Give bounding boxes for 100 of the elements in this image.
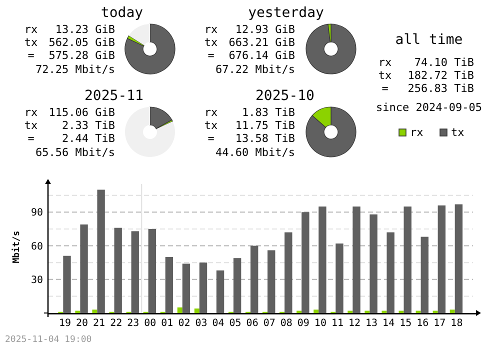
text: 182.72 TiB bbox=[408, 69, 474, 82]
x-tick-label: 22 bbox=[110, 318, 122, 329]
text: 74.10 TiB bbox=[414, 56, 474, 69]
text: 44.60 Mbit/s bbox=[216, 146, 295, 159]
chart-title: today bbox=[100, 5, 144, 21]
text: rx bbox=[24, 106, 38, 119]
text: = bbox=[28, 132, 35, 145]
bar bbox=[370, 214, 378, 313]
y-tick-label: 30 bbox=[30, 274, 43, 286]
x-tick-label: 18 bbox=[450, 318, 463, 329]
donut-slice bbox=[306, 24, 356, 74]
text: rx bbox=[204, 23, 218, 36]
bar bbox=[80, 224, 88, 313]
text: 256.83 TiB bbox=[408, 82, 474, 95]
bar bbox=[182, 264, 190, 313]
text: all time bbox=[395, 32, 463, 48]
bar bbox=[420, 236, 428, 313]
bar bbox=[302, 212, 310, 313]
bar bbox=[284, 232, 292, 313]
x-tick-label: 15 bbox=[400, 318, 412, 329]
donut-slice bbox=[150, 106, 172, 129]
text: tx bbox=[378, 69, 392, 82]
text: 115.06 GiB bbox=[48, 106, 116, 119]
donut-slice bbox=[127, 35, 144, 46]
x-tick-label: 19 bbox=[58, 318, 72, 329]
bar bbox=[268, 250, 276, 313]
x-tick-label: 00 bbox=[144, 318, 156, 329]
text: tx bbox=[204, 119, 218, 132]
text: 575.28 GiB bbox=[48, 49, 116, 62]
x-tick-label: 05 bbox=[229, 318, 242, 329]
x-tick-label: 01 bbox=[161, 318, 174, 329]
text: tx bbox=[204, 36, 218, 49]
text: since 2024-09-05 bbox=[376, 101, 482, 114]
bar bbox=[63, 256, 71, 313]
bar bbox=[199, 262, 208, 313]
bar bbox=[165, 256, 174, 313]
text: 12.93 GiB bbox=[235, 23, 296, 36]
x-tick-label: 21 bbox=[93, 318, 106, 329]
bar bbox=[92, 310, 98, 313]
x-tick-label: 03 bbox=[195, 318, 208, 329]
x-tick-label: 11 bbox=[331, 318, 344, 329]
text: 13.58 TiB bbox=[235, 132, 296, 145]
bar bbox=[233, 258, 242, 313]
x-tick-label: 23 bbox=[127, 318, 140, 329]
text: tx bbox=[24, 36, 38, 49]
chart-title: yesterday bbox=[248, 5, 324, 21]
text: 562.05 GiB bbox=[48, 36, 116, 49]
x-tick-label: 14 bbox=[382, 318, 395, 329]
x-tick-label: 07 bbox=[263, 318, 276, 329]
chart-title: 2025-11 bbox=[84, 88, 144, 104]
y-tick-label: 60 bbox=[30, 241, 43, 252]
x-tick-label: 12 bbox=[348, 318, 361, 329]
text: = bbox=[208, 49, 215, 62]
bar bbox=[194, 308, 200, 313]
x-tick-label: 04 bbox=[212, 318, 224, 329]
donut-slice bbox=[306, 106, 356, 158]
x-tick-label: 13 bbox=[366, 318, 378, 329]
text: 2.33 TiB bbox=[62, 119, 116, 132]
x-tick-label: 17 bbox=[434, 318, 446, 329]
donut-slice bbox=[125, 107, 175, 157]
bar bbox=[177, 307, 182, 313]
text: 72.25 Mbit/s bbox=[36, 63, 115, 76]
text: 2025-11-04 19:00 bbox=[5, 335, 92, 345]
donut-slice bbox=[124, 24, 176, 74]
bar bbox=[314, 310, 319, 313]
bar bbox=[336, 244, 344, 313]
donut-slice bbox=[128, 24, 150, 46]
text: tx bbox=[24, 119, 38, 132]
text: 1.83 TiB bbox=[242, 106, 296, 119]
legend-label: rx bbox=[410, 126, 424, 139]
bar bbox=[352, 206, 360, 313]
x-tick-label: 06 bbox=[246, 318, 258, 329]
bar bbox=[216, 270, 224, 313]
text: 65.56 Mbit/s bbox=[36, 146, 115, 159]
text: 67.22 Mbit/s bbox=[216, 63, 295, 76]
text: 13.23 GiB bbox=[55, 23, 116, 36]
x-tick-label: 10 bbox=[314, 318, 326, 329]
bar bbox=[404, 206, 412, 313]
x-tick-label: 08 bbox=[280, 318, 292, 329]
bar bbox=[250, 246, 258, 313]
bar bbox=[318, 206, 326, 313]
bar bbox=[148, 228, 156, 313]
x-tick-label: 02 bbox=[178, 318, 190, 329]
legend-label: tx bbox=[451, 126, 465, 139]
text: 11.75 TiB bbox=[235, 119, 296, 132]
text: 676.14 GiB bbox=[228, 49, 296, 62]
text: = bbox=[382, 82, 389, 95]
text: rx bbox=[204, 106, 218, 119]
bar bbox=[386, 232, 394, 313]
bar bbox=[454, 204, 463, 313]
chart-title: 2025-10 bbox=[255, 88, 315, 104]
text: = bbox=[28, 49, 35, 62]
x-tick-label: 16 bbox=[416, 318, 429, 329]
text: 2.44 TiB bbox=[62, 132, 116, 145]
text: = bbox=[208, 132, 215, 145]
x-tick-label: 09 bbox=[297, 318, 310, 329]
y-tick-label: 90 bbox=[30, 208, 43, 219]
bar bbox=[131, 231, 139, 313]
text: 663.21 GiB bbox=[228, 36, 296, 49]
bar bbox=[450, 310, 455, 313]
